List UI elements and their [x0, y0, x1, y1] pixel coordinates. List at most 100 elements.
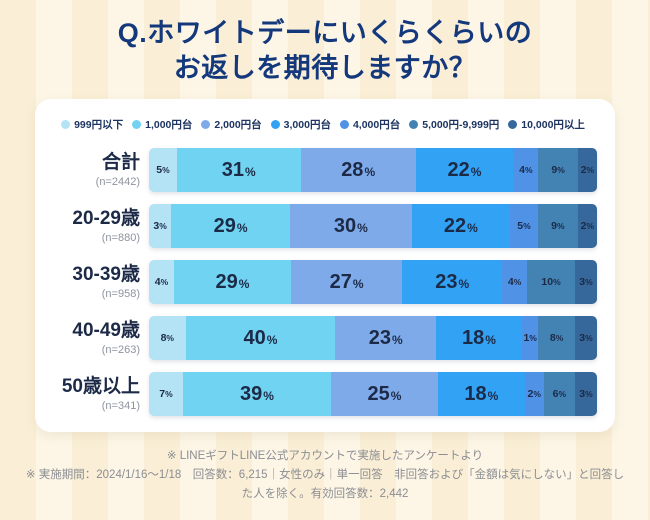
legend-label: 2,000円台 [214, 119, 262, 132]
bar-segment: 18% [435, 316, 523, 361]
bar-segment: 3% [574, 372, 598, 417]
row-sample-size: (n=880) [101, 231, 140, 244]
row-label: 40-49歳 (n=263) [49, 319, 149, 356]
segment-value-label: 5% [517, 220, 531, 233]
row-label: 20-29歳 (n=880) [49, 207, 149, 244]
segment-value-label: 29% [215, 270, 250, 293]
stacked-bar: 3% 29% 30% 22% 5% 9% 2% [149, 204, 597, 249]
segment-value-label: 7% [159, 388, 173, 401]
segment-value-label: 5% [156, 164, 170, 177]
title-line-1: Q.ホワイトデーにいくらくらいの [117, 18, 533, 48]
bar-segment: 29% [173, 260, 291, 305]
bar-segment: 28% [300, 148, 416, 193]
bar-segment: 5% [509, 204, 538, 249]
footnote-line-2: ※ 実施期間：2024/1/16～1/18 回答数：6,215｜女性のみ｜単一回… [25, 469, 625, 501]
segment-value-label: 40% [243, 326, 278, 349]
bar-segment: 9% [538, 204, 578, 249]
bar-segment: 4% [502, 260, 528, 305]
chart-card: 999円以下 1,000円台 2,000円台 3,000円台 4,000円台 5,000円… [35, 99, 615, 433]
segment-value-label: 4% [519, 164, 533, 177]
bar-segment: 1% [522, 316, 539, 361]
bar-segment: 8% [149, 316, 186, 361]
bar-segment: 9% [538, 148, 578, 193]
stacked-bar: 8% 40% 23% 18% 1% 8% 3% [149, 316, 597, 361]
segment-value-label: 9% [551, 220, 565, 233]
segment-value-label: 9% [551, 164, 565, 177]
legend-label: 5,000円-9,999円 [422, 119, 500, 132]
chart-rows: 合計 (n=2442) 5% 31% 28% 22% 4% 9% 2% 20-29歳 (n=880)… [49, 148, 598, 417]
row-sample-size: (n=341) [101, 399, 140, 412]
bar-segment: 4% [513, 148, 539, 193]
legend-dot-icon [270, 120, 280, 130]
legend-label: 1,000円台 [145, 119, 193, 132]
row-sample-size: (n=263) [101, 343, 140, 356]
chart-question-title: Q.ホワイトデーにいくらくらいの お返しを期待しますか？ [118, 16, 533, 86]
segment-value-label: 10% [541, 276, 561, 289]
bar-segment: 6% [543, 372, 575, 417]
title-line-2: お返しを期待しますか？ [173, 53, 477, 84]
row-sample-size: (n=958) [101, 287, 140, 300]
segment-value-label: 31% [221, 158, 256, 181]
segment-value-label: 39% [239, 382, 274, 405]
bar-segment: 39% [182, 372, 331, 417]
segment-value-label: 8% [160, 332, 174, 345]
legend-item: 3,000円台 [270, 117, 331, 132]
bar-segment: 2% [577, 204, 597, 249]
segment-value-label: 3% [579, 332, 593, 345]
bar-segment: 10% [527, 260, 575, 305]
legend-item: 1,000円台 [132, 117, 192, 132]
bar-segment: 3% [574, 260, 597, 305]
segment-value-label: 4% [507, 276, 522, 289]
bar-segment: 2% [524, 372, 544, 417]
row-category-label: 50歳以上 [61, 375, 140, 397]
row-label: 50歳以上 (n=341) [49, 375, 149, 412]
legend-dot-icon [339, 120, 349, 130]
legend: 999円以下 1,000円台 2,000円台 3,000円台 4,000円台 5,000円… [49, 117, 597, 132]
stacked-bar: 7% 39% 25% 18% 2% 6% 3% [149, 372, 598, 417]
bar-segment: 22% [411, 204, 510, 249]
bar-segment: 18% [438, 372, 525, 417]
segment-value-label: 22% [447, 158, 482, 181]
bar-segment: 5% [149, 148, 177, 193]
row-category-label: 合計 [101, 151, 140, 173]
segment-value-label: 1% [523, 332, 537, 345]
chart-row: 50歳以上 (n=341) 7% 39% 25% 18% 2% 6% 3% [49, 372, 598, 417]
stacked-bar: 5% 31% 28% 22% 4% 9% 2% [149, 148, 598, 193]
legend-dot-icon [61, 120, 71, 130]
row-category-label: 20-29歳 [72, 207, 140, 229]
segment-value-label: 28% [341, 158, 376, 181]
segment-value-label: 2% [580, 164, 595, 177]
segment-value-label: 3% [579, 276, 593, 289]
segment-value-label: 30% [333, 214, 368, 237]
row-label: 30-39歳 (n=958) [49, 263, 149, 300]
segment-value-label: 6% [552, 388, 567, 401]
bar-segment: 23% [335, 316, 436, 361]
bar-segment: 40% [185, 316, 336, 361]
segment-value-label: 2% [580, 220, 595, 233]
legend-item: 10,000円以上 [508, 117, 585, 132]
legend-item: 2,000円台 [201, 117, 262, 132]
bar-segment: 27% [290, 260, 403, 305]
bar-segment: 23% [402, 260, 503, 305]
stacked-bar: 4% 29% 27% 23% 4% 10% 3% [149, 260, 597, 305]
legend-dot-icon [132, 120, 142, 130]
bar-segment: 3% [149, 204, 172, 249]
bar-segment: 2% [577, 148, 598, 193]
segment-value-label: 8% [549, 332, 564, 345]
legend-item: 4,000円台 [339, 117, 400, 132]
segment-value-label: 2% [527, 388, 541, 401]
footnote-line-1: ※ LINEギフトLINE公式アカウントで実施したアンケートより [166, 450, 484, 463]
bar-segment: 3% [574, 316, 597, 361]
segment-value-label: 22% [443, 214, 478, 237]
legend-dot-icon [409, 120, 419, 130]
row-category-label: 40-49歳 [72, 319, 140, 341]
bar-segment: 29% [171, 204, 290, 249]
segment-value-label: 4% [154, 276, 169, 289]
row-category-label: 30-39歳 [72, 263, 140, 285]
segment-value-label: 3% [153, 220, 167, 233]
row-label: 合計 (n=2442) [49, 151, 149, 188]
bar-segment: 22% [415, 148, 514, 193]
legend-item: 5,000円-9,999円 [409, 117, 499, 132]
bar-segment: 8% [538, 316, 575, 361]
bar-segment: 30% [289, 204, 412, 249]
